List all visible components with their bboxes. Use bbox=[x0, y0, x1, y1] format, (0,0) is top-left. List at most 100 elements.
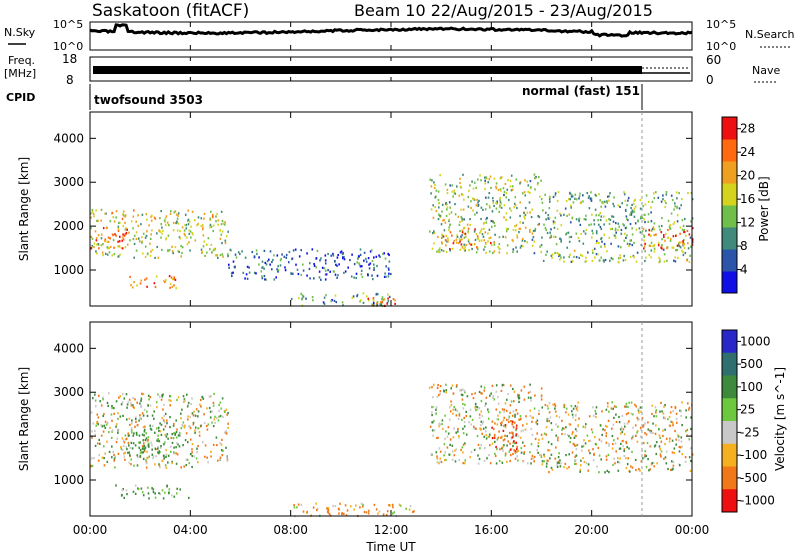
power-cell bbox=[452, 242, 455, 245]
power-cell bbox=[483, 222, 485, 225]
power-cell bbox=[683, 246, 686, 249]
power-cell bbox=[498, 243, 501, 246]
velocity-cell bbox=[127, 401, 130, 404]
power-cell bbox=[253, 271, 256, 274]
velocity-cell bbox=[186, 405, 189, 408]
power-cell bbox=[480, 206, 483, 209]
velocity-cell bbox=[146, 462, 148, 465]
power-cell bbox=[666, 246, 669, 249]
velocity-cell bbox=[139, 414, 141, 417]
power-cell bbox=[154, 285, 157, 289]
velocity-cell bbox=[563, 405, 565, 408]
power-cell bbox=[461, 217, 463, 220]
velocity-cell bbox=[465, 433, 468, 436]
velocity-cell bbox=[523, 444, 526, 448]
velocity-cell bbox=[574, 434, 576, 437]
power-cell bbox=[662, 198, 664, 201]
power-cell bbox=[431, 179, 433, 182]
power-cell bbox=[687, 242, 689, 245]
power-cell bbox=[617, 245, 620, 248]
power-cell bbox=[477, 204, 479, 207]
velocity-cell bbox=[94, 393, 96, 396]
power-cell bbox=[494, 233, 496, 236]
velocity-cell bbox=[129, 454, 131, 457]
power-cell bbox=[605, 219, 608, 222]
power-cell bbox=[682, 224, 685, 227]
velocity-cell bbox=[599, 424, 602, 427]
velocity-cell bbox=[409, 505, 412, 508]
velocity-cell bbox=[582, 457, 584, 460]
velocity-cell bbox=[123, 452, 125, 455]
power-cell bbox=[653, 247, 656, 250]
power-cell bbox=[566, 246, 568, 249]
velocity-cell bbox=[97, 423, 99, 426]
velocity-cell bbox=[520, 389, 523, 392]
power-cell bbox=[97, 219, 99, 222]
power-cell bbox=[144, 255, 147, 258]
power-cell bbox=[441, 236, 443, 239]
velocity-cell bbox=[663, 457, 665, 460]
velocity-cell bbox=[343, 512, 345, 515]
velocity-cell bbox=[576, 405, 579, 408]
power-cell bbox=[325, 273, 328, 276]
velocity-cell bbox=[575, 407, 578, 410]
velocity-cell bbox=[503, 410, 505, 413]
velocity-cell bbox=[510, 454, 512, 457]
power-cell bbox=[509, 216, 512, 219]
power-cell bbox=[445, 244, 447, 247]
velocity-cell bbox=[183, 465, 185, 468]
velocity-cell bbox=[91, 436, 93, 439]
power-cell bbox=[495, 207, 498, 210]
velocity-cell bbox=[432, 405, 435, 408]
velocity-cell bbox=[439, 423, 442, 426]
velocity-cell bbox=[515, 424, 518, 427]
velocity-cell bbox=[460, 393, 463, 396]
power-cell bbox=[676, 206, 678, 209]
power-cell bbox=[526, 180, 528, 183]
velocity-cell bbox=[315, 502, 317, 505]
velocity-cell bbox=[438, 394, 440, 397]
velocity-cell bbox=[605, 458, 608, 461]
velocity-cell bbox=[554, 403, 556, 406]
power-cell bbox=[139, 282, 142, 285]
velocity-cell bbox=[117, 452, 120, 455]
power-cell bbox=[160, 210, 162, 213]
power-cell bbox=[173, 284, 175, 287]
power-cell bbox=[467, 238, 470, 241]
velocity-cell bbox=[457, 430, 459, 433]
velocity-cell bbox=[639, 406, 642, 409]
power-cell bbox=[433, 230, 435, 233]
power-cell bbox=[661, 244, 663, 247]
noise-tick-bottom-right: 10^0 bbox=[706, 40, 736, 53]
power-cell bbox=[256, 252, 258, 255]
power-cell bbox=[647, 200, 650, 203]
velocity-cell bbox=[194, 431, 196, 434]
power-cell bbox=[557, 191, 560, 194]
power-cell bbox=[188, 229, 190, 232]
velocity-cell bbox=[607, 419, 610, 422]
power-cell bbox=[464, 249, 466, 252]
cpid-panel: CPID twofsound 3503 normal (fast) 151 bbox=[6, 84, 643, 110]
power-cell bbox=[485, 221, 487, 224]
cpid-left-name: twofsound 3503 bbox=[94, 93, 203, 107]
velocity-cell bbox=[375, 508, 378, 511]
power-cell bbox=[122, 210, 125, 213]
power-cell bbox=[581, 254, 584, 257]
velocity-cell bbox=[112, 450, 114, 453]
velocity-cell bbox=[143, 442, 145, 445]
power-cell bbox=[456, 185, 458, 188]
velocity-cell bbox=[540, 398, 543, 401]
power-cell bbox=[639, 231, 642, 234]
power-cell bbox=[206, 251, 208, 254]
power-cell bbox=[591, 229, 594, 232]
velocity-cell bbox=[527, 462, 529, 465]
power-cell bbox=[448, 218, 450, 221]
power-cell bbox=[483, 227, 485, 230]
power-cell bbox=[203, 212, 206, 215]
power-cell bbox=[432, 204, 434, 207]
power-cell bbox=[490, 241, 492, 245]
power-cell bbox=[498, 236, 501, 239]
power-cell bbox=[629, 213, 631, 216]
velocity-cell bbox=[140, 417, 142, 420]
velocity-cell bbox=[205, 424, 208, 428]
